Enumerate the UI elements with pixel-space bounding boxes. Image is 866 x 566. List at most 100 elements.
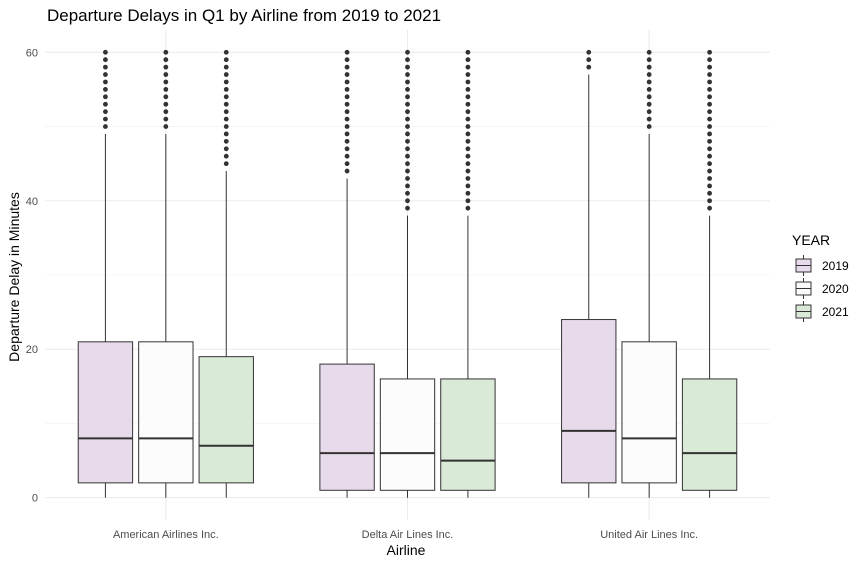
outlier-point	[646, 72, 652, 77]
outlier-point	[465, 109, 471, 115]
outlier-point	[344, 57, 350, 63]
outlier-point	[465, 168, 471, 174]
outlier-point	[707, 79, 712, 85]
outlier-point	[586, 57, 592, 63]
outlier-point	[103, 72, 108, 77]
outlier-point	[344, 86, 350, 92]
outlier-point	[344, 116, 350, 122]
outlier-point	[465, 183, 471, 189]
outlier-point	[344, 168, 350, 174]
outlier-point	[344, 94, 350, 100]
chart-title: Departure Delays in Q1 by Airline from 2…	[47, 6, 441, 25]
outlier-point	[405, 131, 410, 137]
outlier-point	[344, 49, 350, 55]
outlier-point	[465, 64, 471, 70]
outlier-point	[707, 116, 712, 122]
outlier-point	[646, 116, 652, 122]
outlier-point	[707, 198, 712, 204]
outlier-point	[707, 190, 712, 196]
outlier-point	[405, 57, 410, 63]
box-2019-3	[561, 49, 617, 498]
outlier-point	[103, 124, 108, 129]
box-rect	[77, 341, 134, 484]
outlier-point	[465, 116, 471, 122]
outlier-point	[405, 146, 410, 152]
outlier-point	[646, 86, 652, 92]
outlier-point	[223, 49, 229, 55]
outlier-point	[223, 57, 229, 63]
outlier-point	[465, 176, 471, 181]
box-2020-1	[138, 49, 194, 498]
box-rect	[621, 341, 677, 484]
outlier-point	[223, 138, 229, 144]
outlier-point	[465, 161, 471, 167]
outlier-point	[344, 79, 350, 85]
outlier-point	[344, 109, 350, 115]
legend-title: YEAR	[792, 232, 830, 248]
outlier-point	[223, 146, 229, 152]
outlier-point	[646, 79, 652, 85]
outlier-point	[586, 64, 592, 70]
outlier-point	[344, 101, 350, 107]
outlier-point	[344, 161, 350, 167]
y-axis-ticks: 0 20 40 60	[26, 47, 38, 504]
outlier-point	[223, 116, 229, 122]
box-2019-2	[319, 49, 375, 498]
legend-label: 2019	[822, 259, 849, 273]
outlier-point	[465, 94, 471, 100]
outlier-point	[707, 138, 712, 144]
x-axis-title: Airline	[387, 542, 426, 558]
outlier-point	[707, 161, 712, 167]
outlier-point	[163, 116, 169, 122]
outlier-point	[163, 101, 169, 107]
outlier-point	[223, 153, 229, 159]
outlier-point	[465, 198, 471, 204]
box-rect	[319, 363, 375, 491]
outlier-point	[405, 153, 410, 159]
outlier-point	[344, 146, 350, 152]
box-rect	[440, 378, 496, 491]
x-axis-ticks: American Airlines Inc. Delta Air Lines In…	[113, 529, 698, 541]
outlier-point	[465, 153, 471, 159]
x-tick-label: Delta Air Lines Inc.	[362, 529, 454, 541]
outlier-point	[646, 124, 652, 129]
outlier-point	[103, 94, 108, 100]
outlier-point	[223, 161, 229, 167]
legend-label: 2021	[822, 305, 849, 319]
outlier-point	[707, 146, 712, 152]
outlier-point	[223, 131, 229, 137]
legend-entry-2021: 2021	[795, 301, 849, 322]
x-tick-label: American Airlines Inc.	[113, 529, 219, 541]
outlier-point	[405, 198, 410, 204]
outlier-point	[465, 49, 471, 55]
box-2021-3	[681, 49, 738, 498]
outlier-point	[707, 168, 712, 174]
outlier-point	[103, 64, 108, 70]
outlier-point	[646, 49, 652, 55]
outlier-point	[405, 64, 410, 70]
outlier-point	[405, 72, 410, 77]
outlier-point	[465, 131, 471, 137]
box-rect	[138, 341, 194, 484]
y-axis-title: Departure Delay in Minutes	[6, 192, 22, 362]
outlier-point	[223, 72, 229, 77]
outlier-point	[405, 161, 410, 167]
box-2020-2	[379, 49, 436, 498]
outlier-point	[465, 79, 471, 85]
y-tick-label: 40	[26, 196, 38, 208]
outlier-point	[405, 94, 410, 100]
outlier-point	[405, 183, 410, 189]
outlier-point	[344, 153, 350, 159]
outlier-point	[586, 49, 592, 55]
outlier-point	[707, 109, 712, 115]
outlier-point	[405, 190, 410, 196]
outlier-point	[344, 138, 350, 144]
outlier-point	[223, 124, 229, 129]
outlier-point	[163, 64, 169, 70]
outlier-point	[646, 94, 652, 100]
outlier-point	[646, 109, 652, 115]
outlier-point	[405, 49, 410, 55]
outlier-point	[465, 101, 471, 107]
outlier-point	[163, 109, 169, 115]
